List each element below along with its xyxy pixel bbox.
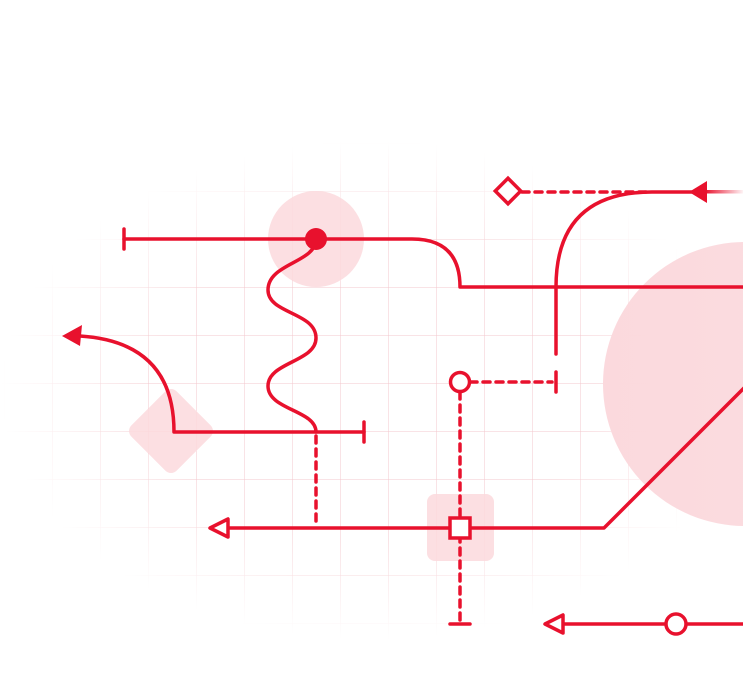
hollow-square-node-icon [448, 516, 472, 540]
hollow-diamond-node-icon [492, 175, 524, 207]
connector-curved-arrow-left [78, 334, 366, 434]
filled-arrowhead-top-right-icon [689, 181, 707, 203]
connector-top-horizontal [122, 237, 743, 289]
hollow-circle-node-middle-icon [448, 370, 472, 394]
highlight-large-circle-right [603, 242, 743, 526]
hollow-arrowhead-bottom-right-icon [543, 613, 565, 635]
highlight-diamond-left [129, 389, 213, 473]
filled-circle-node-icon [305, 228, 327, 250]
connector-bottom-long [226, 386, 743, 530]
arrow-tail-fade [705, 190, 743, 194]
hollow-arrowhead-bottom-left-icon [208, 517, 230, 539]
filled-arrowhead-left-icon [62, 325, 82, 346]
connector-wavy [266, 237, 318, 434]
hollow-circle-node-bottom-icon [664, 612, 688, 636]
